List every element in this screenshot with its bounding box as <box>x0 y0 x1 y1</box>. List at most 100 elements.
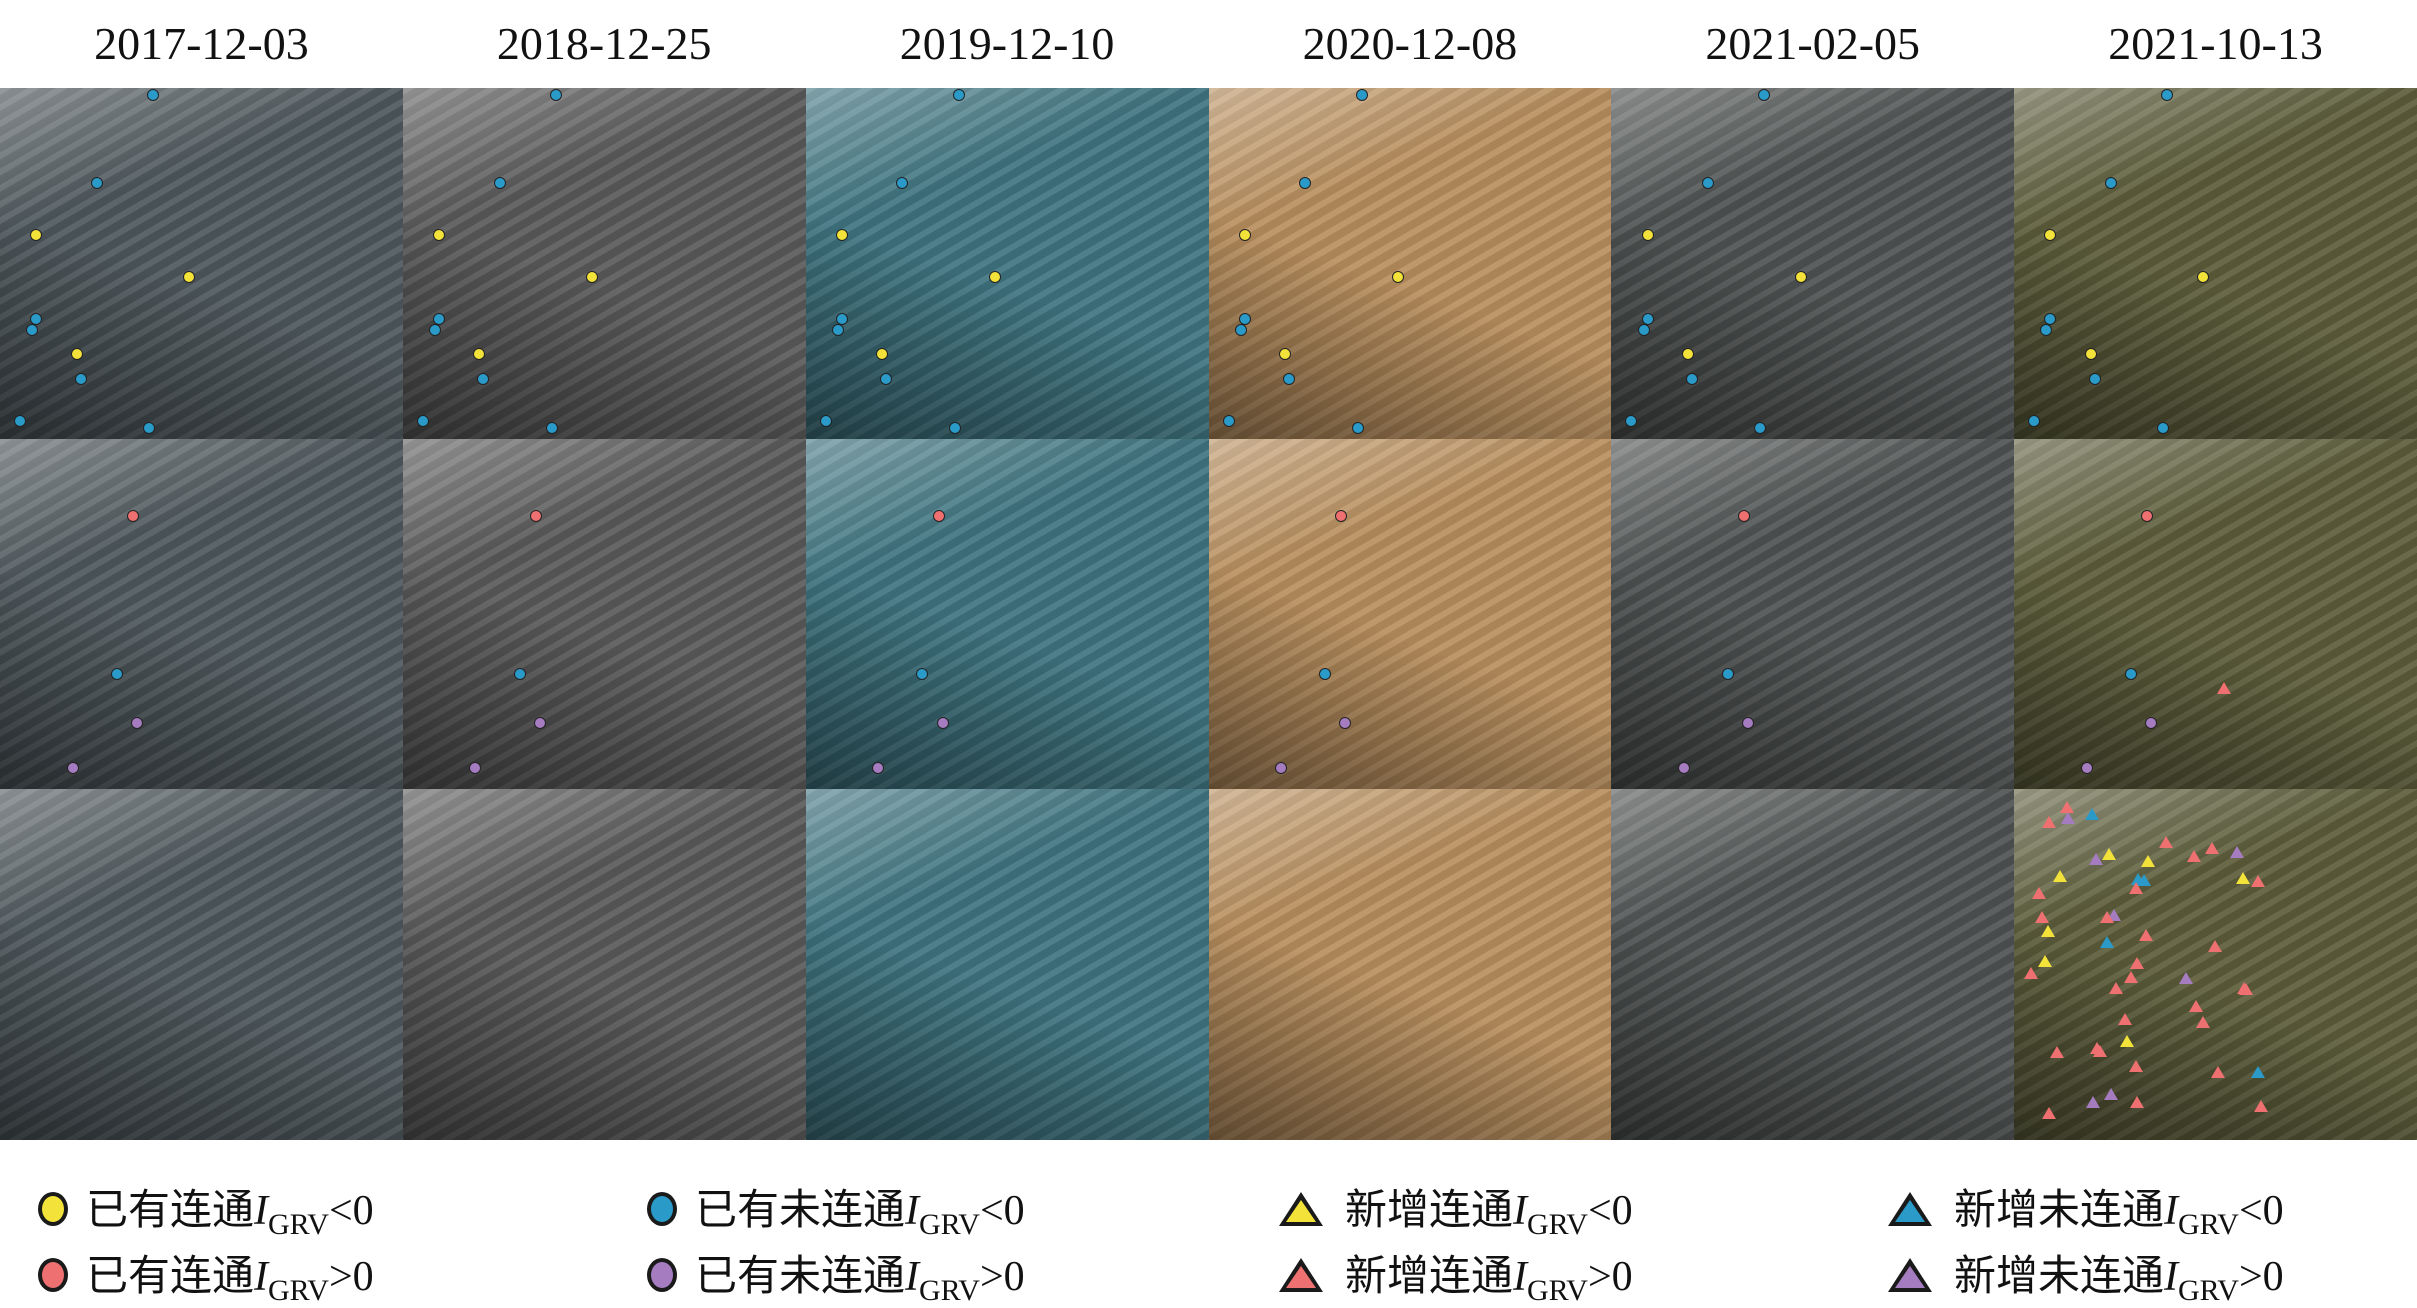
red-triangle-marker <box>2129 957 2144 970</box>
yellow-circle-marker <box>586 271 599 284</box>
satellite-image-panel <box>402 789 806 1140</box>
blue-circle-marker <box>545 422 558 435</box>
red-triangle-marker <box>2237 982 2252 995</box>
red-triangle-marker <box>2100 911 2115 924</box>
image-grid <box>0 88 2417 1140</box>
blue-circle-marker <box>2028 415 2041 428</box>
yellow-circle-marker <box>1391 271 1404 284</box>
red-circle-marker <box>126 509 139 522</box>
purple-circle-marker <box>872 762 885 775</box>
yellow-circle-marker <box>876 348 889 361</box>
satellite-image-panel <box>1208 789 1612 1140</box>
blue-triangle-marker <box>2250 1066 2265 1079</box>
legend-item: 已有连通IGRV<0 <box>38 1176 374 1242</box>
yellow-circle-marker <box>2084 348 2097 361</box>
purple-triangle-marker <box>2085 1095 2100 1108</box>
red-circle-marker <box>529 509 542 522</box>
red-triangle-marker <box>2032 887 2047 900</box>
blue-circle-marker <box>1355 89 1368 101</box>
yellow-triangle-marker <box>2038 954 2053 967</box>
satellite-image-panel <box>1611 88 2015 439</box>
blue-circle-marker <box>952 89 965 101</box>
blue-circle-marker <box>1685 373 1698 386</box>
purple-triangle-marker <box>2179 971 2194 984</box>
blue-circle-marker <box>2088 373 2101 386</box>
blue-circle-marker <box>896 176 909 189</box>
purple-circle-marker <box>469 762 482 775</box>
blue-circle-marker <box>1234 323 1247 336</box>
purple-circle-marker <box>936 716 949 729</box>
purple-circle-marker <box>66 762 79 775</box>
blue-circle-marker <box>26 323 39 336</box>
blue-triangle-icon <box>1888 1192 1932 1226</box>
yellow-circle-marker <box>835 229 848 242</box>
date-title: 2017-12-03 <box>94 18 309 69</box>
legend-item: 新增未连通IGRV>0 <box>1888 1242 2284 1308</box>
blue-circle-marker <box>1625 415 1638 428</box>
yellow-circle-marker <box>433 229 446 242</box>
red-triangle-marker <box>2050 1045 2065 1058</box>
purple-circle-marker <box>2080 762 2093 775</box>
yellow-circle-marker <box>2197 271 2210 284</box>
legend-item: 新增连通IGRV>0 <box>1279 1242 1633 1308</box>
yellow-triangle-marker <box>2053 869 2068 882</box>
purple-circle-marker <box>1677 762 1690 775</box>
legend-label: 新增连通IGRV>0 <box>1345 1254 1633 1307</box>
satellite-image-panel <box>1611 438 2015 790</box>
red-triangle-marker <box>2093 1044 2108 1057</box>
blue-circle-marker <box>948 422 961 435</box>
date-header-row: 2017-12-03 2018-12-25 2019-12-10 2020-12… <box>0 0 2417 88</box>
satellite-image-panel <box>402 88 806 439</box>
blue-triangle-marker <box>2085 808 2100 821</box>
blue-circle-marker <box>819 415 832 428</box>
blue-triangle-marker <box>2100 936 2115 949</box>
red-triangle-marker <box>2138 928 2153 941</box>
yellow-circle-marker <box>473 348 486 361</box>
legend-label: 新增未连通IGRV>0 <box>1954 1254 2284 1307</box>
yellow-circle-marker <box>1641 229 1654 242</box>
red-triangle-marker <box>2250 874 2265 887</box>
purple-triangle-marker <box>2229 845 2244 858</box>
blue-circle-marker <box>549 89 562 101</box>
blue-circle-marker <box>2040 323 2053 336</box>
legend-label: 新增未连通IGRV<0 <box>1954 1188 2284 1241</box>
legend-item: 新增未连通IGRV<0 <box>1888 1176 2284 1242</box>
blue-circle-marker <box>2157 422 2170 435</box>
red-triangle-marker <box>2195 1016 2210 1029</box>
red-triangle-marker <box>2117 1012 2132 1025</box>
blue-circle-marker <box>1758 89 1771 101</box>
red-circle-icon <box>38 1258 68 1292</box>
satellite-image-panel <box>2014 789 2417 1140</box>
red-triangle-marker <box>2159 836 2174 849</box>
blue-circle-marker <box>1754 422 1767 435</box>
satellite-image-panel <box>805 88 1209 439</box>
yellow-triangle-marker <box>2236 871 2251 884</box>
purple-circle-marker <box>1742 716 1755 729</box>
red-circle-marker <box>2141 509 2154 522</box>
legend-item: 已有连通IGRV>0 <box>38 1242 374 1308</box>
legend-label: 已有连通IGRV<0 <box>86 1188 374 1241</box>
red-circle-marker <box>1335 509 1348 522</box>
blue-circle-marker <box>429 323 442 336</box>
red-triangle-marker <box>2208 940 2223 953</box>
yellow-circle-marker <box>30 229 43 242</box>
red-triangle-marker <box>2204 841 2219 854</box>
legend-label: 已有未连通IGRV>0 <box>695 1254 1025 1307</box>
blue-circle-marker <box>1319 667 1332 680</box>
red-triangle-marker <box>2216 681 2231 694</box>
satellite-image-panel <box>402 438 806 790</box>
red-triangle-marker <box>2109 981 2124 994</box>
date-title: 2021-10-13 <box>2108 18 2323 69</box>
purple-circle-marker <box>130 716 143 729</box>
yellow-circle-marker <box>183 271 196 284</box>
legend-item: 已有未连通IGRV>0 <box>647 1242 1025 1308</box>
blue-circle-marker <box>513 667 526 680</box>
blue-circle-marker <box>147 89 160 101</box>
yellow-circle-marker <box>1794 271 1807 284</box>
red-triangle-marker <box>2187 849 2202 862</box>
purple-triangle-marker <box>2089 853 2104 866</box>
red-triangle-marker <box>2128 882 2143 895</box>
yellow-triangle-icon <box>1279 1192 1323 1226</box>
yellow-triangle-marker <box>2040 925 2055 938</box>
red-triangle-icon <box>1279 1258 1323 1292</box>
